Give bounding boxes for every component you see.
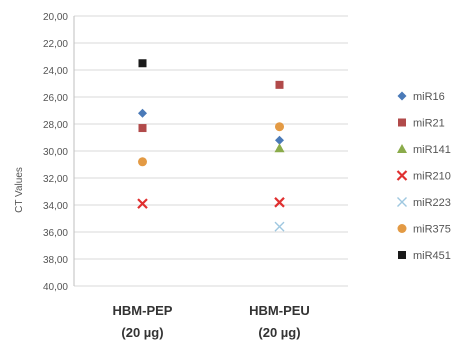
data-point-mir451 [138, 59, 147, 68]
data-point-mir210 [137, 198, 148, 209]
data-point-mir21 [138, 124, 147, 133]
legend-label: miR223 [413, 197, 451, 209]
y-tick-label: 32,00 [43, 174, 68, 185]
y-axis-ticks: 20,00 22,00 24,00 26,00 28,00 30,00 32,00 34,00… [43, 12, 68, 293]
y-tick-label: 36,00 [43, 228, 68, 239]
data-point-mir210 [274, 197, 285, 208]
legend-label: miR21 [413, 118, 445, 130]
y-tick-label: 24,00 [43, 66, 68, 77]
legend-marker-mir141 [397, 144, 407, 153]
x-category-label: (20 µg) [121, 325, 163, 340]
y-tick-label: 22,00 [43, 39, 68, 50]
y-tick-label: 34,00 [43, 201, 68, 212]
data-point-mir141 [274, 143, 285, 153]
legend-marker-mir210 [396, 170, 408, 181]
legend-label: miR16 [413, 91, 445, 103]
legend-label: miR375 [413, 224, 451, 236]
legend-label: miR451 [413, 250, 451, 262]
y-tick-label: 40,00 [43, 282, 68, 293]
legend: miR16 miR21 miR141 miR210 miR223 miR375 miR451 [396, 91, 451, 262]
data-point-mir375 [275, 122, 284, 132]
y-tick-label: 30,00 [43, 147, 68, 158]
legend-marker-mir16 [397, 91, 407, 101]
x-category-label: (20 µg) [258, 325, 300, 340]
legend-marker-mir451 [398, 251, 406, 259]
y-tick-label: 38,00 [43, 255, 68, 266]
x-axis-categories: HBM-PEP (20 µg) HBM-PEU (20 µg) [113, 303, 310, 340]
y-tick-label: 20,00 [43, 12, 68, 23]
data-point-mir223 [274, 221, 285, 232]
legend-marker-mir21 [398, 118, 406, 127]
grid-layer [73, 15, 348, 287]
data-point-mir16 [275, 135, 284, 145]
legend-marker-mir375 [397, 224, 407, 233]
legend-label: miR141 [413, 144, 451, 156]
x-category-label: HBM-PEU [249, 303, 310, 318]
data-point-mir21 [275, 80, 284, 89]
data-points [137, 59, 285, 232]
x-category-label: HBM-PEP [113, 303, 173, 318]
y-tick-label: 28,00 [43, 120, 68, 131]
data-point-mir375 [138, 157, 147, 167]
y-tick-label: 26,00 [43, 93, 68, 104]
legend-marker-mir223 [397, 197, 407, 207]
legend-label: miR210 [413, 171, 451, 183]
data-point-mir16 [138, 108, 147, 118]
y-axis-title: CT Values [14, 167, 25, 213]
